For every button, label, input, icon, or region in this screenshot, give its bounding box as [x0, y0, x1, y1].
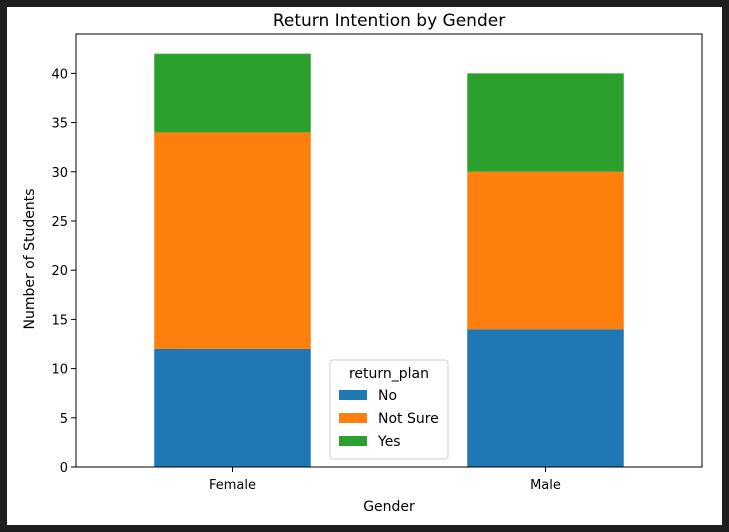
y-tick-label: 30: [51, 166, 68, 181]
legend-box: [329, 359, 449, 460]
y-axis: 0 5 10 15 20 25 30 35 40: [51, 67, 76, 476]
bar-male-no: [467, 329, 624, 467]
y-tick-label: 5: [60, 412, 68, 427]
x-tick-label: Female: [209, 478, 256, 493]
bar-female-not-sure: [154, 132, 311, 349]
legend-swatch: [339, 436, 367, 446]
bars-group: [154, 53, 624, 467]
legend-title: return_plan: [349, 366, 429, 382]
y-tick-label: 40: [51, 67, 68, 82]
y-tick-label: 25: [51, 215, 68, 230]
y-tick-label: 20: [51, 264, 68, 279]
bar-male-not-sure: [467, 171, 624, 330]
bar-female-no: [154, 348, 311, 467]
legend-swatch: [339, 390, 367, 400]
legend-swatch: [339, 413, 367, 423]
legend-label: No: [378, 388, 397, 404]
legend-items: No Not Sure Yes: [339, 388, 439, 450]
chart-title: Return Intention by Gender: [273, 11, 505, 31]
y-tick-label: 0: [60, 461, 68, 476]
legend-label: Yes: [377, 434, 401, 450]
y-axis-label: Number of Students: [22, 188, 38, 329]
bar-male-yes: [467, 73, 624, 172]
y-tick-label: 15: [51, 313, 68, 328]
y-tick-label: 10: [51, 363, 68, 378]
x-axis-label: Gender: [363, 499, 415, 515]
y-tick-label: 35: [51, 117, 68, 132]
stacked-bar-chart: Return Intention by Gender 0 5 10 15 20 25 30 3…: [22, 11, 703, 515]
x-tick-label: Male: [530, 478, 561, 493]
bar-female-yes: [154, 53, 311, 133]
chart-figure: Return Intention by Gender 0 5 10 15 20 25 30 3…: [7, 7, 722, 525]
x-axis: Female Male: [209, 467, 561, 493]
legend: return_plan No Not Sure Yes: [329, 359, 449, 460]
axes-frame: [75, 33, 703, 468]
legend-label: Not Sure: [378, 411, 439, 427]
